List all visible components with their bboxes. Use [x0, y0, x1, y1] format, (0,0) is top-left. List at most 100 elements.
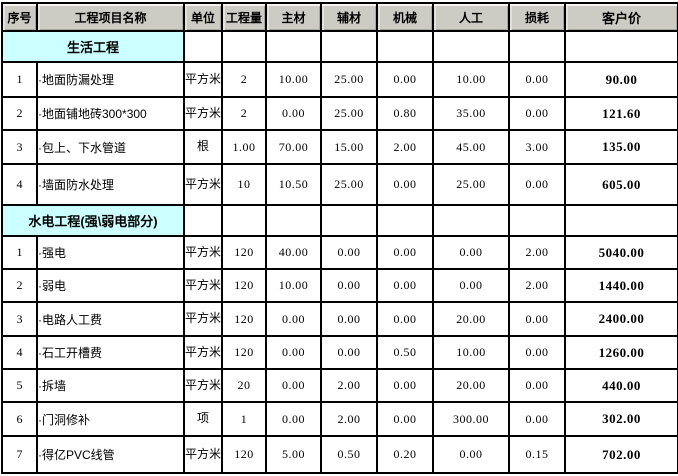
labor-cell[interactable]: 10.00 [432, 335, 510, 370]
main-material-cell[interactable]: 10.00 [265, 268, 322, 303]
row-number-cell[interactable]: 3 [1, 301, 38, 337]
customer-price-cell[interactable]: 440.00 [564, 368, 678, 403]
loss-cell[interactable]: 2.00 [508, 268, 566, 303]
aux-material-cell[interactable]: 25.00 [320, 96, 378, 131]
aux-material-cell[interactable]: 25.00 [320, 163, 378, 206]
main-material-cell[interactable]: 40.00 [265, 235, 322, 270]
empty-cell[interactable] [265, 204, 322, 237]
machinery-cell[interactable]: 0.00 [376, 163, 434, 206]
aux-material-cell[interactable]: 2.00 [320, 368, 378, 403]
row-number-cell[interactable]: 2 [1, 96, 38, 131]
empty-cell[interactable] [376, 204, 434, 237]
loss-cell[interactable]: 0.15 [508, 435, 566, 474]
quantity-cell[interactable]: 2 [221, 61, 267, 98]
labor-cell[interactable]: 10.00 [432, 61, 510, 98]
loss-cell[interactable]: 2.00 [508, 235, 566, 270]
machinery-cell[interactable]: 0.00 [376, 368, 434, 403]
machinery-cell[interactable]: 0.00 [376, 268, 434, 303]
item-name-cell[interactable]: ·强电 [36, 235, 185, 270]
unit-cell[interactable]: 平方米 [183, 368, 223, 403]
header-quantity[interactable]: 工程量 [221, 2, 267, 32]
quantity-cell[interactable]: 120 [221, 268, 267, 303]
row-number-cell[interactable]: 1 [1, 235, 38, 270]
section-title[interactable]: 水电工程(强\弱电部分) [1, 204, 185, 237]
machinery-cell[interactable]: 0.20 [376, 435, 434, 474]
quantity-cell[interactable]: 1 [221, 401, 267, 437]
empty-cell[interactable] [432, 204, 510, 237]
labor-cell[interactable]: 0.00 [432, 268, 510, 303]
header-loss[interactable]: 损耗 [508, 2, 566, 32]
empty-cell[interactable] [183, 204, 223, 237]
main-material-cell[interactable]: 10.00 [265, 61, 322, 98]
quantity-cell[interactable]: 120 [221, 435, 267, 474]
main-material-cell[interactable]: 5.00 [265, 435, 322, 474]
empty-cell[interactable] [320, 204, 378, 237]
labor-cell[interactable]: 45.00 [432, 129, 510, 165]
main-material-cell[interactable]: 0.00 [265, 368, 322, 403]
main-material-cell[interactable]: 0.00 [265, 335, 322, 370]
loss-cell[interactable]: 0.00 [508, 96, 566, 131]
row-number-cell[interactable]: 1 [1, 61, 38, 98]
empty-cell[interactable] [432, 30, 510, 63]
labor-cell[interactable]: 20.00 [432, 301, 510, 337]
unit-cell[interactable]: 平方米 [183, 235, 223, 270]
section-title[interactable]: 生活工程 [1, 30, 185, 63]
main-material-cell[interactable]: 0.00 [265, 301, 322, 337]
item-name-cell[interactable]: ·门洞修补 [36, 401, 185, 437]
loss-cell[interactable]: 3.00 [508, 129, 566, 165]
unit-cell[interactable]: 平方米 [183, 335, 223, 370]
quantity-cell[interactable]: 2 [221, 96, 267, 131]
empty-cell[interactable] [564, 204, 678, 237]
machinery-cell[interactable]: 0.00 [376, 301, 434, 337]
unit-cell[interactable]: 平方米 [183, 61, 223, 98]
quantity-cell[interactable]: 1.00 [221, 129, 267, 165]
row-number-cell[interactable]: 3 [1, 129, 38, 165]
empty-cell[interactable] [508, 204, 566, 237]
empty-cell[interactable] [320, 30, 378, 63]
customer-price-cell[interactable]: 1260.00 [564, 335, 678, 370]
empty-cell[interactable] [221, 30, 267, 63]
customer-price-cell[interactable]: 605.00 [564, 163, 678, 206]
labor-cell[interactable]: 35.00 [432, 96, 510, 131]
aux-material-cell[interactable]: 0.00 [320, 268, 378, 303]
item-name-cell[interactable]: ·得亿PVC线管 [36, 435, 185, 474]
aux-material-cell[interactable]: 15.00 [320, 129, 378, 165]
unit-cell[interactable]: 根 [183, 129, 223, 165]
loss-cell[interactable]: 0.00 [508, 401, 566, 437]
machinery-cell[interactable]: 0.50 [376, 335, 434, 370]
aux-material-cell[interactable]: 2.00 [320, 401, 378, 437]
labor-cell[interactable]: 0.00 [432, 235, 510, 270]
row-number-cell[interactable]: 6 [1, 401, 38, 437]
item-name-cell[interactable]: ·弱电 [36, 268, 185, 303]
loss-cell[interactable]: 0.00 [508, 368, 566, 403]
quantity-cell[interactable]: 120 [221, 235, 267, 270]
item-name-cell[interactable]: ·墙面防水处理 [36, 163, 185, 206]
customer-price-cell[interactable]: 135.00 [564, 129, 678, 165]
labor-cell[interactable]: 0.00 [432, 435, 510, 474]
empty-cell[interactable] [265, 30, 322, 63]
machinery-cell[interactable]: 0.00 [376, 401, 434, 437]
header-customer-price[interactable]: 客户价 [564, 2, 678, 32]
customer-price-cell[interactable]: 702.00 [564, 435, 678, 474]
empty-cell[interactable] [221, 204, 267, 237]
item-name-cell[interactable]: ·包上、下水管道 [36, 129, 185, 165]
machinery-cell[interactable]: 0.80 [376, 96, 434, 131]
header-machinery[interactable]: 机械 [376, 2, 434, 32]
header-main-material[interactable]: 主材 [265, 2, 322, 32]
unit-cell[interactable]: 平方米 [183, 163, 223, 206]
unit-cell[interactable]: 项 [183, 401, 223, 437]
item-name-cell[interactable]: ·地面防漏处理 [36, 61, 185, 98]
aux-material-cell[interactable]: 25.00 [320, 61, 378, 98]
item-name-cell[interactable]: ·石工开槽费 [36, 335, 185, 370]
machinery-cell[interactable]: 2.00 [376, 129, 434, 165]
main-material-cell[interactable]: 0.00 [265, 401, 322, 437]
empty-cell[interactable] [183, 30, 223, 63]
aux-material-cell[interactable]: 0.00 [320, 235, 378, 270]
header-project-name[interactable]: 工程项目名称 [36, 2, 185, 32]
loss-cell[interactable]: 0.00 [508, 301, 566, 337]
quantity-cell[interactable]: 120 [221, 335, 267, 370]
aux-material-cell[interactable]: 0.00 [320, 335, 378, 370]
quantity-cell[interactable]: 20 [221, 368, 267, 403]
aux-material-cell[interactable]: 0.00 [320, 301, 378, 337]
unit-cell[interactable]: 平方米 [183, 96, 223, 131]
